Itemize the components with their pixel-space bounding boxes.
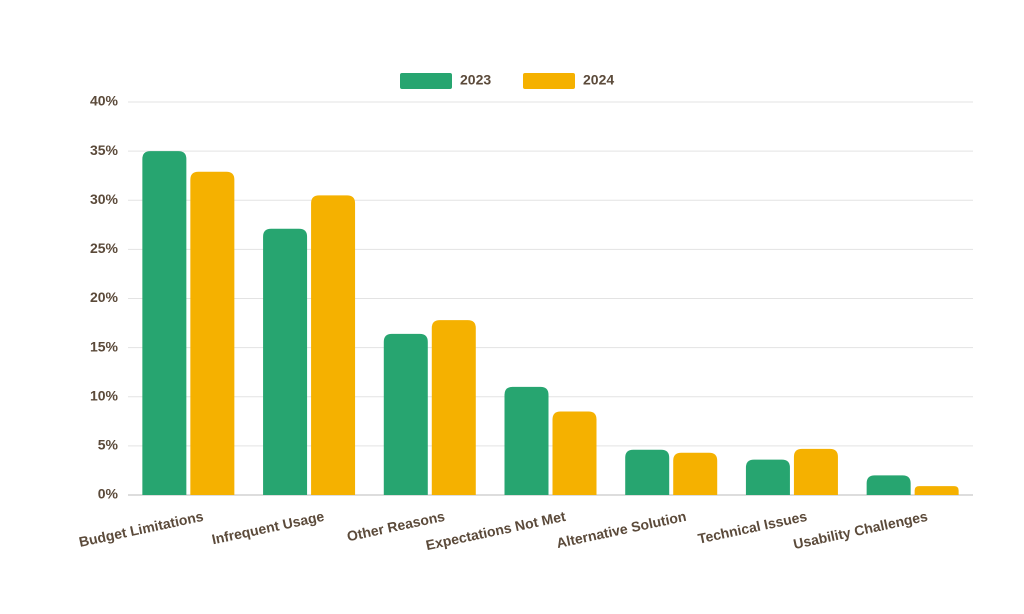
- bar: [142, 151, 187, 495]
- x-tick-label: Expectations Not Met: [424, 508, 567, 553]
- bar: [866, 475, 911, 495]
- y-tick-label: 10%: [90, 387, 119, 403]
- bar: [504, 386, 549, 495]
- bar: [552, 411, 597, 495]
- bar: [745, 459, 790, 495]
- legend-label: 2024: [583, 72, 614, 88]
- y-tick-label: 25%: [90, 240, 119, 256]
- bar: [673, 452, 718, 495]
- bar: [263, 228, 308, 495]
- y-tick-label: 20%: [90, 289, 119, 305]
- bar: [190, 171, 235, 495]
- y-tick-label: 30%: [90, 191, 119, 207]
- bar: [311, 195, 356, 495]
- legend-swatch: [400, 73, 452, 89]
- bar: [793, 448, 838, 495]
- bar: [625, 449, 670, 495]
- x-tick-label: Usability Challenges: [792, 508, 929, 552]
- y-tick-label: 0%: [98, 486, 119, 502]
- x-tick-label: Infrequent Usage: [210, 508, 325, 547]
- bar: [431, 320, 476, 495]
- x-tick-label: Alternative Solution: [555, 508, 688, 551]
- y-tick-label: 35%: [90, 142, 119, 158]
- y-tick-label: 15%: [90, 338, 119, 354]
- bar: [914, 486, 959, 495]
- x-tick-label: Budget Limitations: [77, 508, 205, 550]
- legend-swatch: [523, 73, 575, 89]
- bar: [383, 333, 428, 495]
- legend-label: 2023: [460, 72, 491, 88]
- y-tick-label: 40%: [90, 93, 119, 109]
- y-tick-label: 5%: [98, 437, 119, 453]
